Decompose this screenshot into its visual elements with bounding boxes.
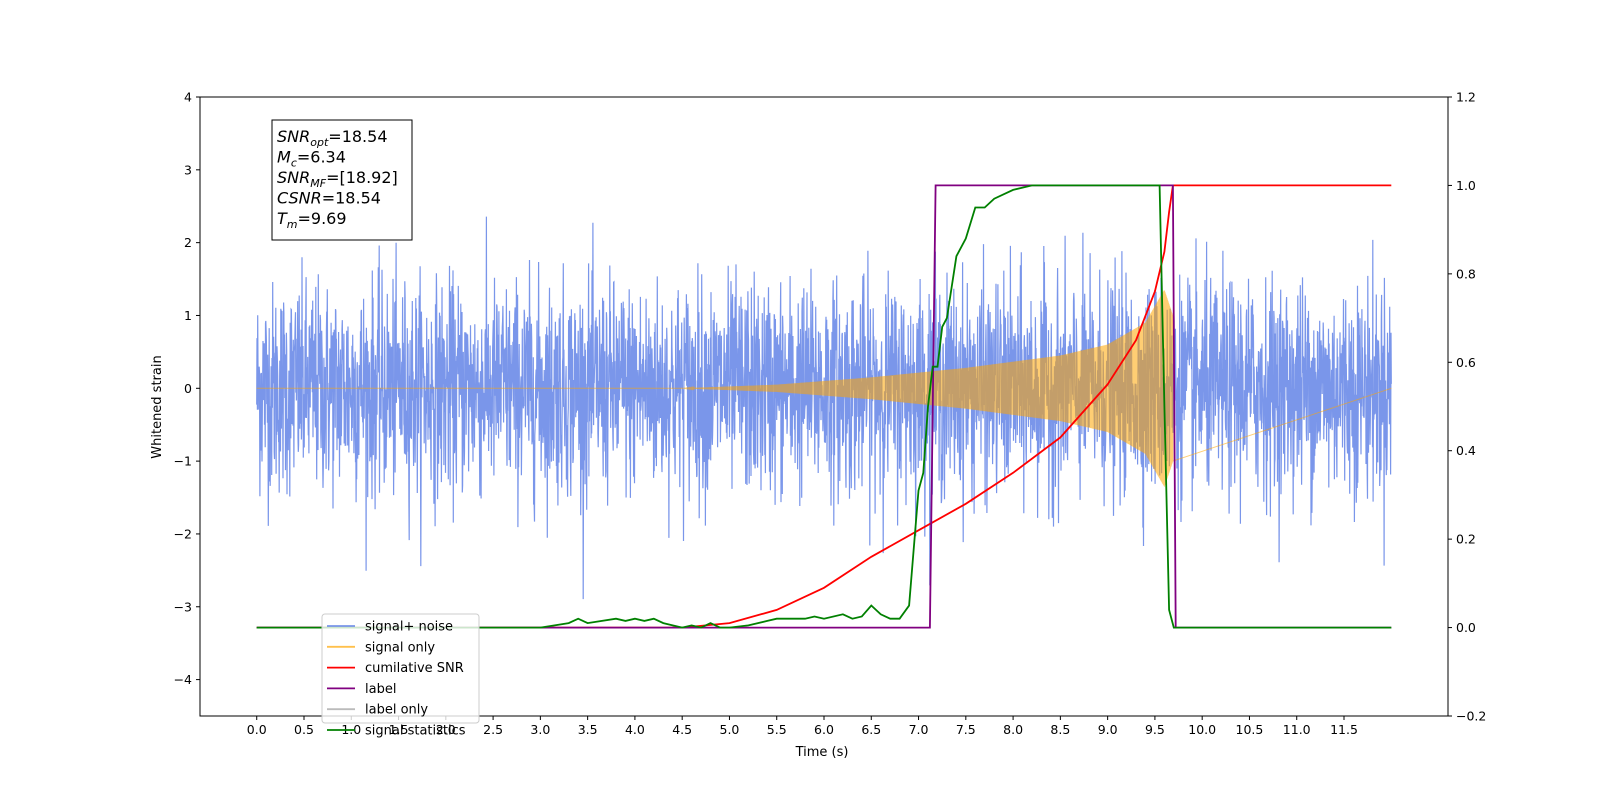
info-symbol: M	[277, 148, 291, 167]
x-axis-label: Time (s)	[795, 745, 849, 760]
y-tick-label: −3	[174, 599, 192, 614]
x-tick-label: 10.5	[1236, 722, 1264, 737]
y-axis-left: −4 −3 −2 −1 0 1 2 3 4	[174, 90, 200, 687]
x-tick-label: 10.0	[1188, 722, 1216, 737]
info-box-line: SNRopt=18.54	[277, 127, 388, 149]
legend-entry: label	[365, 682, 396, 697]
y-tick-label: 1	[184, 308, 192, 323]
info-subscript: opt	[310, 136, 329, 149]
legend-entry: label only	[365, 703, 428, 718]
y-tick-label: −2	[174, 526, 192, 541]
x-tick-label: 4.5	[672, 722, 692, 737]
info-box-line: Mc=6.34	[277, 148, 346, 170]
x-tick-label: 8.5	[1050, 722, 1070, 737]
info-value: =[18.92]	[326, 168, 398, 187]
info-box-frame	[271, 119, 413, 241]
x-tick-label: 5.5	[767, 722, 787, 737]
y2-tick-label: 0.6	[1456, 355, 1476, 370]
x-tick-label: 9.5	[1145, 722, 1165, 737]
x-tick-label: 7.5	[956, 722, 976, 737]
x-tick-label: 5.0	[720, 722, 740, 737]
info-symbol: T	[277, 209, 288, 228]
info-symbol: SNR	[277, 168, 310, 187]
legend-entry: cumilative SNR	[365, 661, 464, 676]
y-tick-label: 3	[184, 162, 192, 177]
x-tick-label: 6.0	[814, 722, 834, 737]
series-layer	[256, 184, 1392, 629]
x-tick-label: 2.5	[483, 722, 503, 737]
info-value: =6.34	[297, 148, 346, 167]
x-tick-label: 8.0	[1003, 722, 1023, 737]
x-tick-label: 3.0	[530, 722, 550, 737]
series-line-signal-only	[256, 290, 1392, 487]
y-tick-label: −1	[174, 454, 192, 469]
x-tick-label: 1.5	[389, 722, 409, 737]
info-subscript: MF	[310, 177, 326, 190]
y2-tick-label: 0.0	[1456, 620, 1476, 635]
x-axis: 0.0 0.5 1.0 1.5 2.0 2.5 3.0 3.5 4.0 4.5 5.0 5.5 6.0 6…	[247, 716, 1358, 737]
x-tick-label: 3.5	[578, 722, 598, 737]
x-tick-label: 2.0	[436, 722, 456, 737]
y2-tick-label: 0.2	[1456, 532, 1476, 547]
legend-entry: signal+ noise	[365, 620, 453, 635]
info-value: =18.54	[322, 189, 381, 208]
y-axis-label: Whitened strain	[150, 355, 165, 458]
legend: signal+ noise signal only cumilative SNR la…	[321, 613, 480, 739]
legend-entry: signal only	[365, 640, 435, 655]
info-box-line: SNRMF=[18.92]	[277, 168, 398, 190]
info-symbol: CSNR	[277, 189, 322, 208]
x-tick-label: 0.0	[247, 722, 267, 737]
info-box: SNRopt=18.54Mc=6.34SNRMF=[18.92]CSNR=18.…	[271, 119, 413, 241]
info-symbol: SNR	[277, 127, 310, 146]
x-tick-label: 6.5	[861, 722, 881, 737]
info-subscript: m	[287, 218, 298, 231]
x-tick-label: 4.0	[625, 722, 645, 737]
x-tick-label: 11.0	[1283, 722, 1311, 737]
info-box-line: Tm=9.69	[277, 209, 347, 231]
x-tick-label: 0.5	[294, 722, 314, 737]
y-tick-label: −4	[174, 672, 192, 687]
info-box-line: CSNR=18.54	[277, 189, 381, 208]
y-axis-right: −0.2 0.0 0.2 0.4 0.6 0.8 1.0 1.2	[1448, 90, 1486, 724]
y-tick-label: 0	[184, 381, 192, 396]
y2-tick-label: −0.2	[1456, 709, 1486, 724]
info-value: =18.54	[328, 127, 387, 146]
legend-frame	[321, 613, 480, 724]
y2-tick-label: 0.4	[1456, 443, 1476, 458]
series-line-signal-statistics	[256, 184, 1392, 629]
x-tick-label: 11.5	[1330, 722, 1358, 737]
legend-entry: signal statistics	[365, 724, 466, 739]
y2-tick-label: 1.2	[1456, 90, 1476, 105]
info-subscript: c	[291, 157, 297, 170]
series-line-cumilative-snr	[256, 184, 1392, 629]
x-tick-label: 7.0	[909, 722, 929, 737]
x-tick-label: 9.0	[1098, 722, 1118, 737]
y2-tick-label: 1.0	[1456, 178, 1476, 193]
y-tick-label: 4	[184, 90, 192, 105]
info-value: =9.69	[298, 209, 347, 228]
y-tick-label: 2	[184, 235, 192, 250]
y2-tick-label: 0.8	[1456, 266, 1476, 281]
